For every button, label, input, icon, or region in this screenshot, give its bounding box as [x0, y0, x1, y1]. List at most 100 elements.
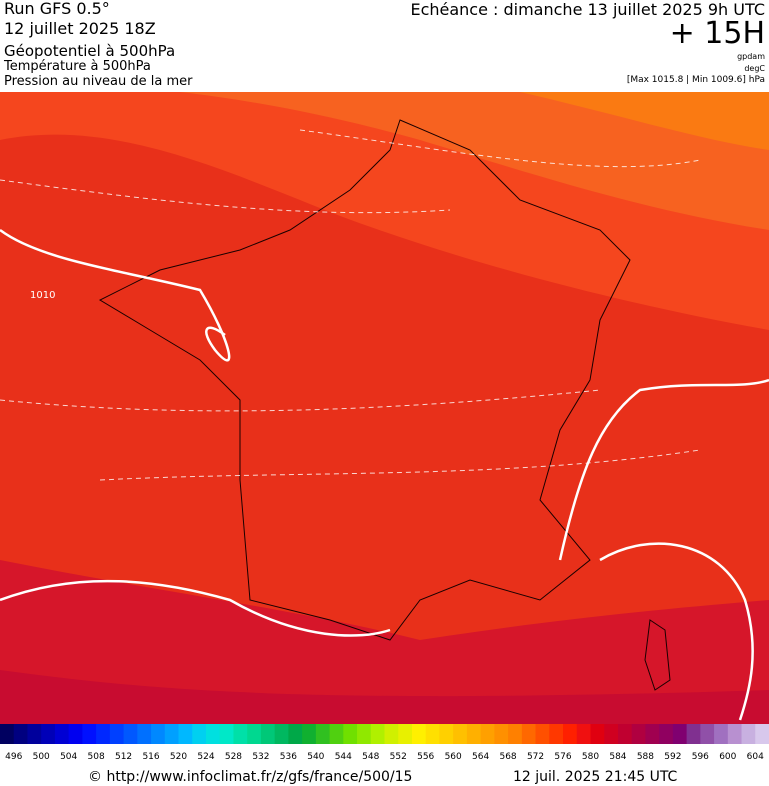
colorbar-label: 604 — [747, 752, 764, 762]
colorbar-swatch — [247, 724, 262, 744]
colorbar-swatch — [659, 724, 674, 744]
colorbar-label: 536 — [280, 752, 297, 762]
colorbar-swatch — [41, 724, 56, 744]
colorbar-swatch — [13, 724, 28, 744]
colorbar-swatch — [700, 724, 715, 744]
colorbar-label: 544 — [335, 752, 352, 762]
colorbar-swatch — [205, 724, 221, 744]
colorbar-swatch — [54, 724, 70, 744]
colorbar-label: 504 — [60, 752, 77, 762]
colorbar-label: 568 — [499, 752, 516, 762]
isobar — [558, 378, 769, 561]
footer-url: © http://www.infoclimat.fr/z/gfs/france/… — [88, 769, 412, 785]
colorbar-swatch — [109, 724, 125, 744]
colorbar-swatch — [576, 724, 591, 744]
colorbar-label: 516 — [142, 752, 159, 762]
colorbar-swatch — [233, 724, 248, 744]
lead-time: + 15H — [670, 16, 765, 51]
colorbar-label: 588 — [637, 752, 654, 762]
colorbar-swatch — [370, 724, 385, 744]
colorbar-swatch — [755, 724, 769, 744]
colorbar-swatch — [0, 724, 15, 744]
colorbar-label: 528 — [225, 752, 242, 762]
country-border — [98, 119, 631, 641]
colorbar-swatch — [494, 724, 509, 744]
colorbar-label: 532 — [252, 752, 269, 762]
colorbar-swatch — [151, 724, 166, 744]
colorbar-label: 512 — [115, 752, 132, 762]
colorbar-label: 496 — [5, 752, 22, 762]
colorbar-label: 584 — [609, 752, 626, 762]
colorbar-label: 592 — [664, 752, 681, 762]
field-area — [180, 92, 769, 230]
isotherm — [0, 129, 701, 481]
colorbar-swatch — [411, 724, 427, 744]
colorbar-label: 520 — [170, 752, 187, 762]
pressure-range: [Max 1015.8 | Min 1009.6] hPa — [627, 75, 765, 85]
colorbar-label: 524 — [197, 752, 214, 762]
colorbar-label: 572 — [527, 752, 544, 762]
field-label: Pression au niveau de la mer — [4, 74, 193, 89]
colorbar-swatch — [302, 724, 317, 744]
colorbar-swatch — [714, 724, 729, 744]
island-border — [644, 619, 671, 691]
colorbar-swatch — [288, 724, 303, 744]
colorbar-swatch — [508, 724, 523, 744]
colorbar-swatch — [27, 724, 42, 744]
colorbar-swatch — [480, 724, 495, 744]
colorbar-swatch — [686, 724, 701, 744]
colorbar-swatch — [315, 724, 331, 744]
unit: degC — [744, 64, 765, 73]
isobar — [0, 579, 391, 637]
colorbar-label: 540 — [307, 752, 324, 762]
colorbar-swatch — [137, 724, 152, 744]
colorbar-swatch — [741, 724, 756, 744]
colorbar-swatch — [521, 724, 537, 744]
colorbar-swatch — [466, 724, 482, 744]
colorbar-swatch — [82, 724, 97, 744]
colorbar: 496 500 504 508 512 516 520 524 528 532 536 540 544 5… — [0, 724, 769, 762]
contour-label: 1010 — [30, 290, 55, 301]
colorbar-label: 556 — [417, 752, 434, 762]
colorbar-swatch — [535, 724, 550, 744]
colorbar-swatch — [357, 724, 372, 744]
colorbar-label: 508 — [88, 752, 105, 762]
isobar — [0, 228, 231, 362]
colorbar-label: 596 — [692, 752, 709, 762]
colorbar-swatch — [631, 724, 646, 744]
colorbar-swatch — [425, 724, 440, 744]
colorbar-swatch — [260, 724, 276, 744]
run: Run GFS 0.5° — [4, 0, 110, 18]
run-date: 12 juillet 2025 18Z — [4, 19, 156, 38]
colorbar-swatch — [178, 724, 193, 744]
colorbar-swatch — [274, 724, 289, 744]
colorbar-swatch — [398, 724, 413, 744]
colorbar-label: 560 — [445, 752, 462, 762]
colorbar-swatch — [68, 724, 83, 744]
field-area — [0, 670, 769, 724]
field-area — [0, 560, 769, 724]
colorbar-label: 576 — [554, 752, 571, 762]
isobar — [599, 542, 754, 721]
unit: gpdam — [737, 52, 765, 61]
colorbar-swatch — [617, 724, 633, 744]
colorbar-swatch — [727, 724, 743, 744]
colorbar-swatch — [123, 724, 138, 744]
colorbar-swatch — [384, 724, 399, 744]
colorbar-swatch — [164, 724, 180, 744]
colorbar-swatch — [329, 724, 344, 744]
colorbar-swatch — [219, 724, 234, 744]
valid-time: Echéance : dimanche 13 juillet 2025 9h U… — [410, 0, 765, 19]
colorbar-swatch — [672, 724, 688, 744]
colorbar-label: 500 — [33, 752, 50, 762]
colorbar-swatch — [96, 724, 111, 744]
field-label: Température à 500hPa — [3, 59, 151, 74]
colorbar-label: 600 — [719, 752, 736, 762]
colorbar-swatch — [439, 724, 454, 744]
colorbar-label: 564 — [472, 752, 489, 762]
colorbar-swatch — [453, 724, 468, 744]
field-area — [520, 92, 769, 150]
colorbar-label: 552 — [390, 752, 407, 762]
field-label: Géopotentiel à 500hPa — [4, 42, 175, 60]
